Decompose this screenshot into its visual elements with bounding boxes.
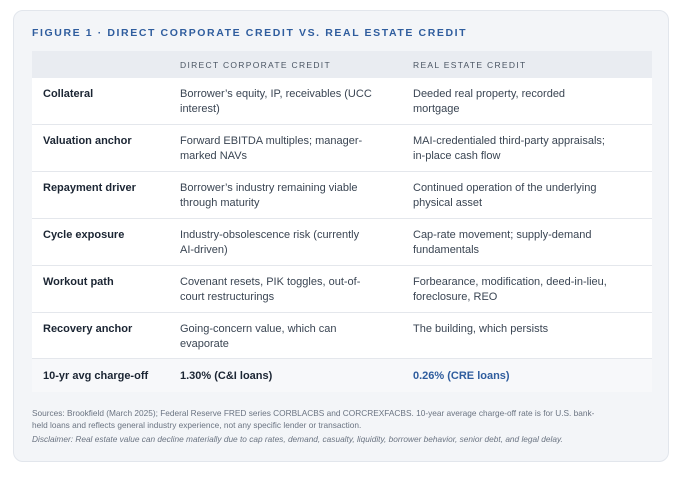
cell-line: Deeded real property, recorded <box>413 88 566 100</box>
row-label: Valuation anchor <box>43 135 132 147</box>
table-row: Recovery anchor Going-concern value, whi… <box>32 313 652 359</box>
cell-line: interest) <box>180 103 220 115</box>
cell-line: Borrower’s industry remaining viable <box>180 182 358 194</box>
row-label: 10-yr avg charge-off <box>43 370 149 382</box>
cell-line: MAI-credentialed third-party appraisals; <box>413 135 605 147</box>
real-estate-cell: Continued operation of the underlying ph… <box>413 181 652 211</box>
cell-line: marked NAVs <box>180 150 248 162</box>
table-row: Collateral Borrower’s equity, IP, receiv… <box>32 78 652 125</box>
real-estate-cell: Forbearance, modification, deed-in-lieu,… <box>413 275 652 305</box>
cell-line: The building, which persists <box>413 323 549 335</box>
header-real-estate: REAL ESTATE CREDIT <box>413 59 527 70</box>
cell-line: Going-concern value, which can <box>180 323 337 335</box>
footnotes: Sources: Brookfield (March 2025); Federa… <box>32 407 652 445</box>
figure-title: FIGURE 1 · DIRECT CORPORATE CREDIT VS. R… <box>32 27 468 39</box>
cell-line: in-place cash flow <box>413 150 501 162</box>
table-header: DIRECT CORPORATE CREDIT REAL ESTATE CRED… <box>32 51 652 78</box>
cell-line: evaporate <box>180 338 229 350</box>
disclaimer: Disclaimer: Real estate value can declin… <box>32 434 563 444</box>
summary-row: 10-yr avg charge-off 1.30% (C&I loans) 0… <box>32 359 652 392</box>
table-row: Cycle exposure Industry-obsolescence ris… <box>32 219 652 266</box>
cell-line: Industry-obsolescence risk (currently <box>180 229 360 241</box>
real-estate-cell: Deeded real property, recorded mortgage <box>413 87 652 117</box>
row-label: Workout path <box>43 276 114 288</box>
cell-line: Borrower’s equity, IP, receivables (UCC <box>180 88 372 100</box>
cell-line: Cap-rate movement; supply-demand <box>413 229 592 241</box>
cell-line: mortgage <box>413 103 460 115</box>
header-corporate: DIRECT CORPORATE CREDIT <box>180 59 331 70</box>
comparison-table: DIRECT CORPORATE CREDIT REAL ESTATE CRED… <box>32 51 652 392</box>
corporate-cell: Borrower’s industry remaining viable thr… <box>180 181 413 211</box>
table-row: Valuation anchor Forward EBITDA multiple… <box>32 125 652 172</box>
figure-card: FIGURE 1 · DIRECT CORPORATE CREDIT VS. R… <box>13 10 669 462</box>
corporate-cell: Going-concern value, which can evaporate <box>180 322 413 352</box>
cell-line: Forward EBITDA multiples; manager- <box>180 135 363 147</box>
corporate-charge-off: 1.30% (C&I loans) <box>180 370 273 382</box>
row-label: Collateral <box>43 88 94 100</box>
real-estate-cell: MAI-credentialed third-party appraisals;… <box>413 134 652 164</box>
real-estate-charge-off: 0.26% (CRE loans) <box>413 370 510 382</box>
row-label: Recovery anchor <box>43 323 133 335</box>
real-estate-cell: The building, which persists <box>413 322 652 337</box>
table-row: Repayment driver Borrower’s industry rem… <box>32 172 652 219</box>
sources-line: Sources: Brookfield (March 2025); Federa… <box>32 408 595 418</box>
cell-line: Covenant resets, PIK toggles, out-of- <box>180 276 361 288</box>
sources-line: held loans and reflects general industry… <box>32 420 362 430</box>
row-label: Repayment driver <box>43 182 136 194</box>
corporate-cell: Covenant resets, PIK toggles, out-of- co… <box>180 275 413 305</box>
real-estate-cell: Cap-rate movement; supply-demand fundame… <box>413 228 652 258</box>
cell-line: foreclosure, REO <box>413 291 498 303</box>
cell-line: AI-driven) <box>180 244 228 256</box>
corporate-cell: Borrower’s equity, IP, receivables (UCC … <box>180 87 413 117</box>
cell-line: Forbearance, modification, deed-in-lieu, <box>413 276 607 288</box>
corporate-cell: Industry-obsolescence risk (currently AI… <box>180 228 413 258</box>
cell-line: through maturity <box>180 197 260 209</box>
row-label: Cycle exposure <box>43 229 125 241</box>
table-row: Workout path Covenant resets, PIK toggle… <box>32 266 652 313</box>
cell-line: physical asset <box>413 197 483 209</box>
cell-line: fundamentals <box>413 244 480 256</box>
cell-line: Continued operation of the underlying <box>413 182 597 194</box>
corporate-cell: Forward EBITDA multiples; manager- marke… <box>180 134 413 164</box>
cell-line: court restructurings <box>180 291 275 303</box>
